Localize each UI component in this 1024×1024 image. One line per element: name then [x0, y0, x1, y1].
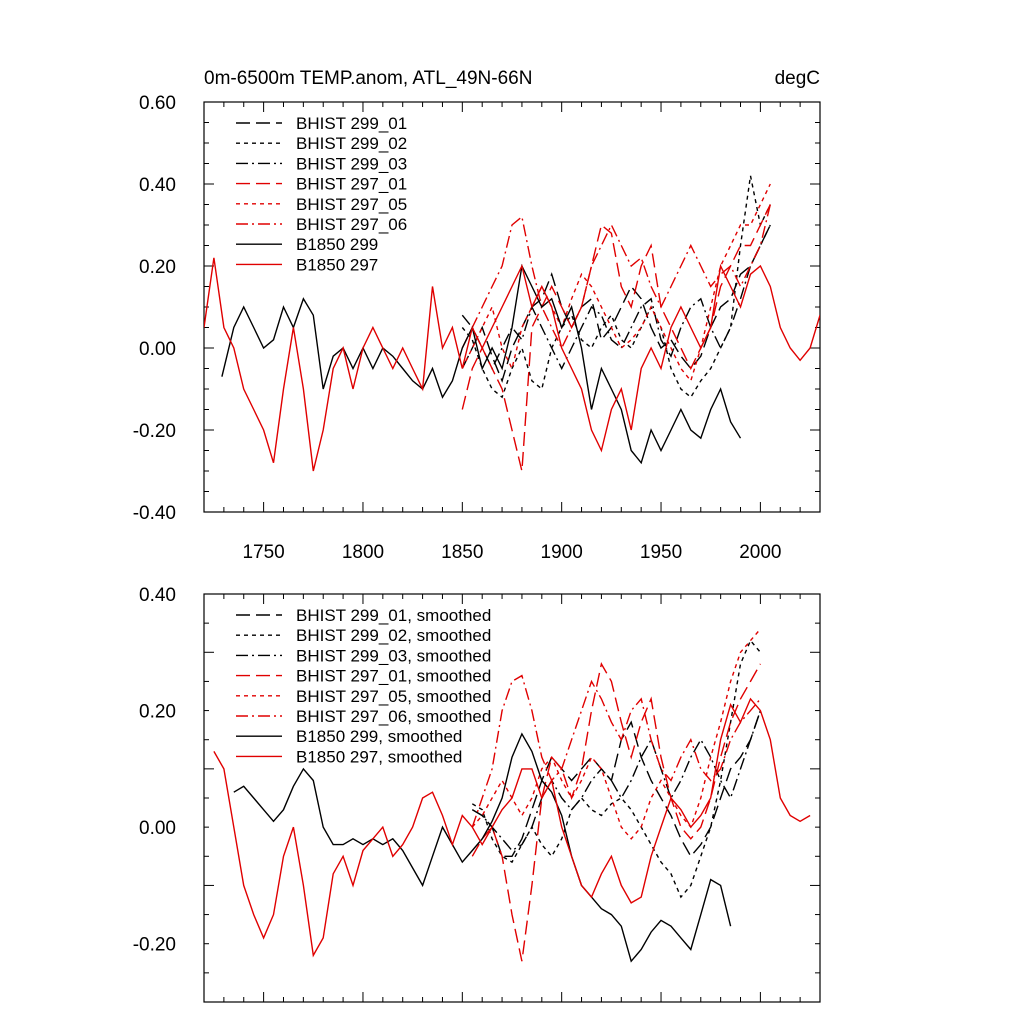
series-line: [471, 710, 762, 858]
y-tick-label: 0.40: [139, 175, 176, 196]
series-line: [461, 204, 771, 472]
legend-label: BHIST 299_01, smoothed: [296, 606, 491, 625]
x-tick-label: 1900: [541, 542, 583, 563]
legend-label: BHIST 297_05, smoothed: [296, 687, 491, 706]
series-line: [461, 224, 771, 383]
series-line: [204, 257, 820, 472]
legend-label: BHIST 297_06, smoothed: [296, 707, 491, 726]
legend-label: BHIST 297_06: [296, 215, 407, 234]
series-line: [471, 628, 761, 840]
series-line: [233, 732, 732, 963]
series-line: [221, 263, 742, 465]
y-tick-label: 0.00: [139, 339, 176, 360]
series-line: [471, 674, 761, 828]
y-tick-label: -0.40: [133, 503, 176, 524]
y-tick-label: -0.20: [133, 421, 176, 442]
x-tick-label: 1750: [242, 542, 284, 563]
legend-label: B1850 297, smoothed: [296, 747, 462, 766]
y-tick-label: 0.00: [139, 818, 176, 839]
x-tick-label: 1800: [342, 542, 384, 563]
y-tick-label: 0.60: [139, 93, 176, 114]
chart-units: degC: [775, 68, 820, 89]
legend-label: BHIST 299_02: [296, 134, 407, 153]
top-panel: 1750 1800 1850 1900 1950 2000 -0.40 -0.20 0.00 0.…: [133, 93, 821, 563]
legend-label: BHIST 299_02, smoothed: [296, 626, 491, 645]
x-tick-label: 1850: [441, 542, 483, 563]
legend-label: BHIST 297_01: [296, 175, 407, 194]
y-tick-label: 0.20: [139, 702, 176, 723]
legend-label: BHIST 299_01: [296, 114, 407, 133]
series-line: [471, 710, 762, 852]
series-line: [471, 639, 761, 899]
x-tick-label: 1950: [640, 542, 682, 563]
legend-label: B1850 299: [296, 235, 378, 254]
legend-label: B1850 297: [296, 255, 378, 274]
series-line: [213, 697, 811, 958]
x-tick-label: 2000: [739, 542, 781, 563]
legend-label: BHIST 297_01, smoothed: [296, 667, 491, 686]
legend-label: BHIST 299_03, smoothed: [296, 646, 491, 665]
y-tick-label: 0.20: [139, 257, 176, 278]
y-tick-label: -0.20: [133, 935, 176, 956]
legend-label: BHIST 299_03: [296, 154, 407, 173]
series-line: [461, 204, 771, 350]
series-line: [461, 183, 771, 383]
legend-label: B1850 299, smoothed: [296, 727, 462, 746]
series-line: [461, 175, 771, 399]
chart-title: 0m-6500m TEMP.anom, ATL_49N-66N: [204, 68, 532, 89]
y-tick-label: 0.40: [139, 585, 176, 606]
legend-label: BHIST 297_05: [296, 195, 407, 214]
series-line: [461, 224, 771, 371]
